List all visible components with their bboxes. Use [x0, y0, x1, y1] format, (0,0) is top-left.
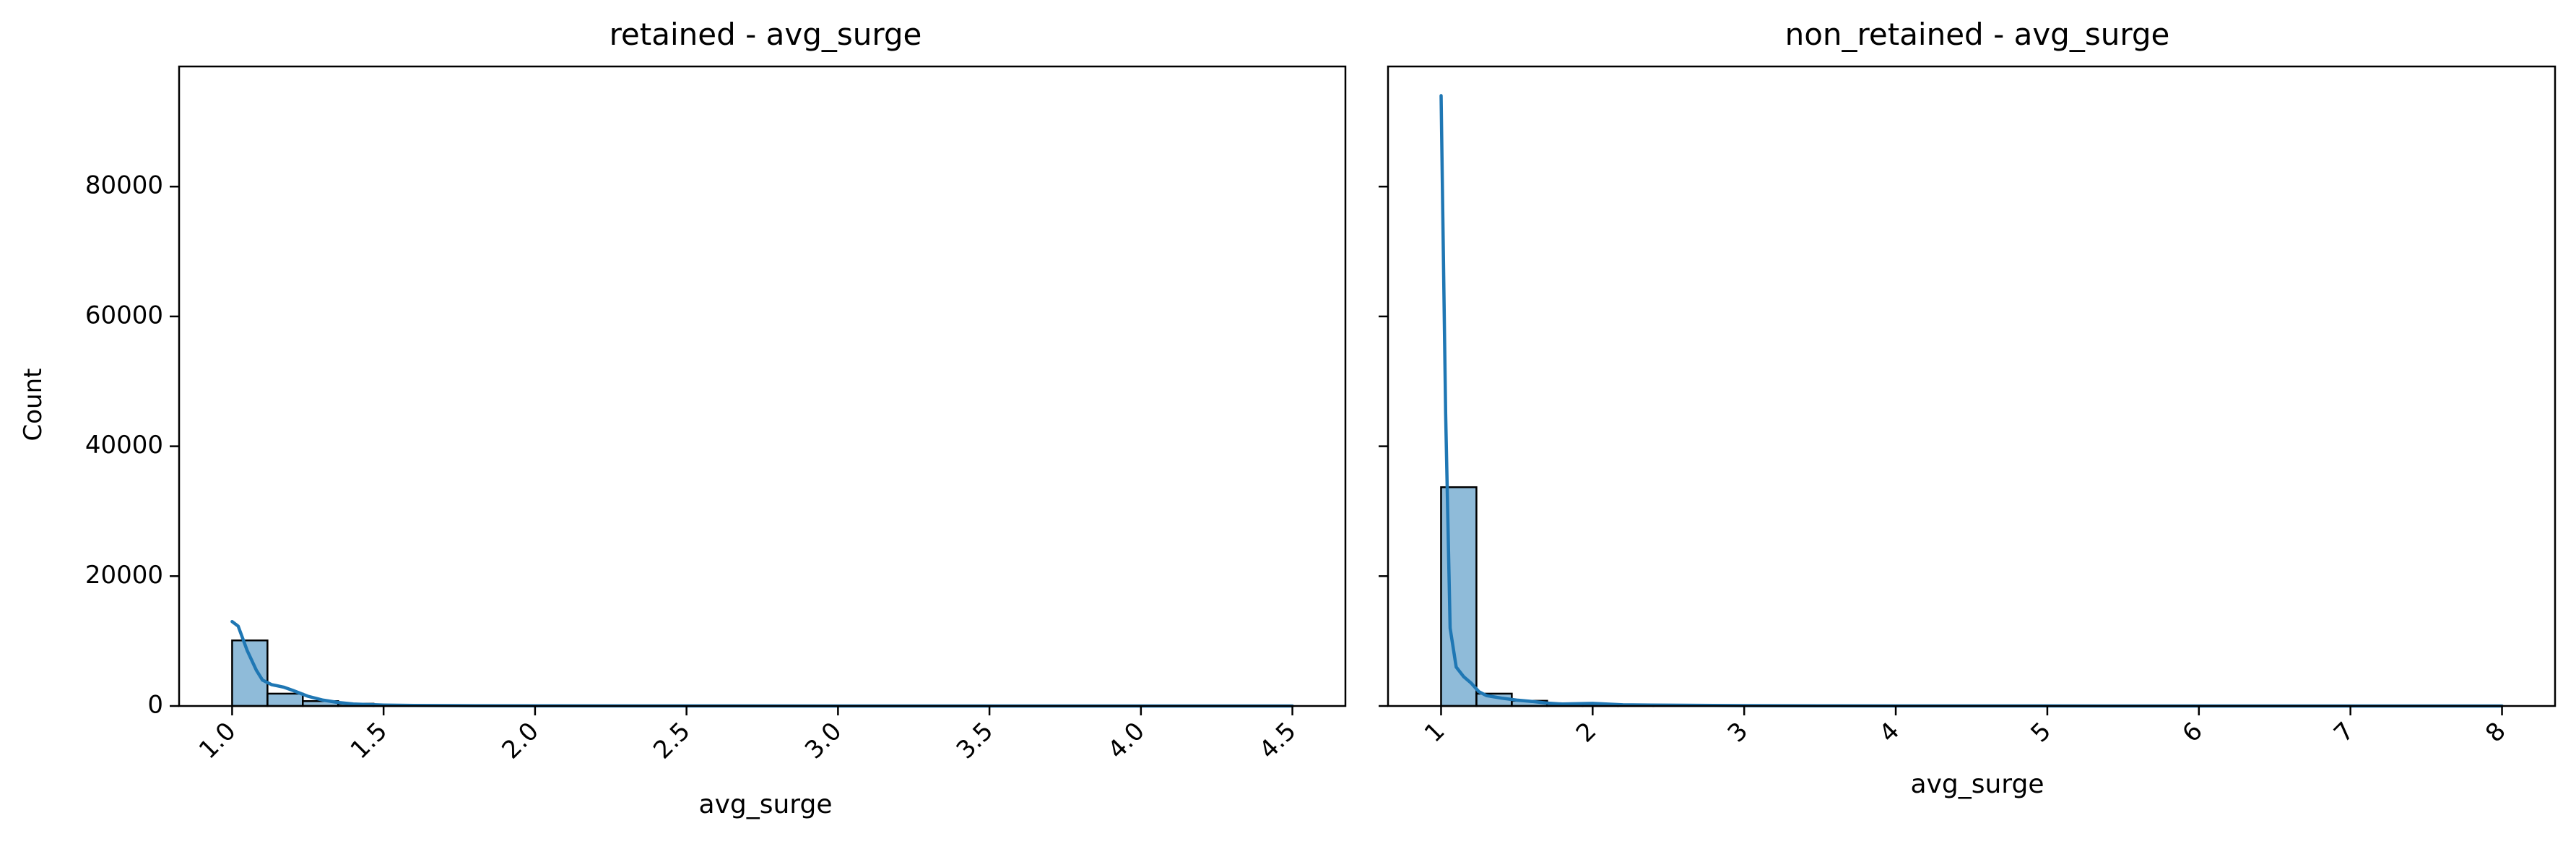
- x-tick-label: 2: [1571, 717, 1603, 749]
- x-tick-label: 5: [2025, 717, 2057, 749]
- x-tick-label: 3.5: [951, 717, 999, 765]
- x-tick-label: 3: [1722, 717, 1754, 749]
- plot-frame: [178, 65, 1347, 707]
- y-tick-label: 60000: [85, 301, 163, 330]
- x-tick-label: 2.5: [648, 717, 696, 765]
- kde-line: [1439, 94, 2504, 708]
- kde-curve: [230, 619, 1294, 708]
- y-tick-label: 40000: [85, 431, 163, 460]
- x-axis-label: avg_surge: [1911, 770, 2044, 799]
- chart-retained: retained - avg_surge avg_surge 1.0 1.5 2.0…: [85, 17, 1347, 819]
- chart-non-retained: non_retained - avg_surge avg_surge 1 2 3 4 5…: [1379, 17, 2557, 799]
- chart-title: retained - avg_surge: [610, 17, 922, 52]
- x-tick-label: 8: [2480, 717, 2512, 749]
- x-tick-label: 4.5: [1254, 717, 1302, 765]
- plot-frame: [1387, 65, 2557, 707]
- y-tick-label: 20000: [85, 561, 163, 590]
- histogram-bar: [266, 692, 304, 707]
- x-axis-label: avg_surge: [699, 790, 833, 819]
- histogram-bar: [231, 640, 269, 707]
- x-tick-label: 3.0: [799, 717, 848, 765]
- histogram-bars: [1440, 486, 2503, 707]
- kde-line: [230, 619, 1294, 708]
- x-tick-label: 2.0: [496, 717, 545, 765]
- x-ticks: 1 2 3 4 5 6 7 8: [1419, 706, 2512, 748]
- chart-title: non_retained - avg_surge: [1785, 17, 2170, 52]
- y-tick-label: 0: [147, 691, 163, 720]
- x-tick-label: 4: [1874, 717, 1906, 749]
- x-tick-label: 6: [2177, 717, 2208, 749]
- x-tick-label: 1.0: [194, 717, 242, 765]
- x-tick-label: 4.0: [1102, 717, 1150, 765]
- y-axis-label: Count: [19, 369, 48, 442]
- x-tick-label: 7: [2328, 717, 2360, 749]
- x-tick-label: 1.5: [345, 717, 394, 765]
- x-ticks: 1.0 1.5 2.0 2.5 3.0 3.5 4.0 4.5: [194, 706, 1302, 765]
- y-ticks: 0 20000 40000 60000 80000: [85, 171, 179, 720]
- y-ticks: [1379, 185, 1388, 707]
- y-tick-label: 80000: [85, 171, 163, 200]
- kde-curve: [1439, 94, 2504, 708]
- x-tick-label: 1: [1419, 717, 1451, 749]
- histogram-bars: [231, 640, 1293, 707]
